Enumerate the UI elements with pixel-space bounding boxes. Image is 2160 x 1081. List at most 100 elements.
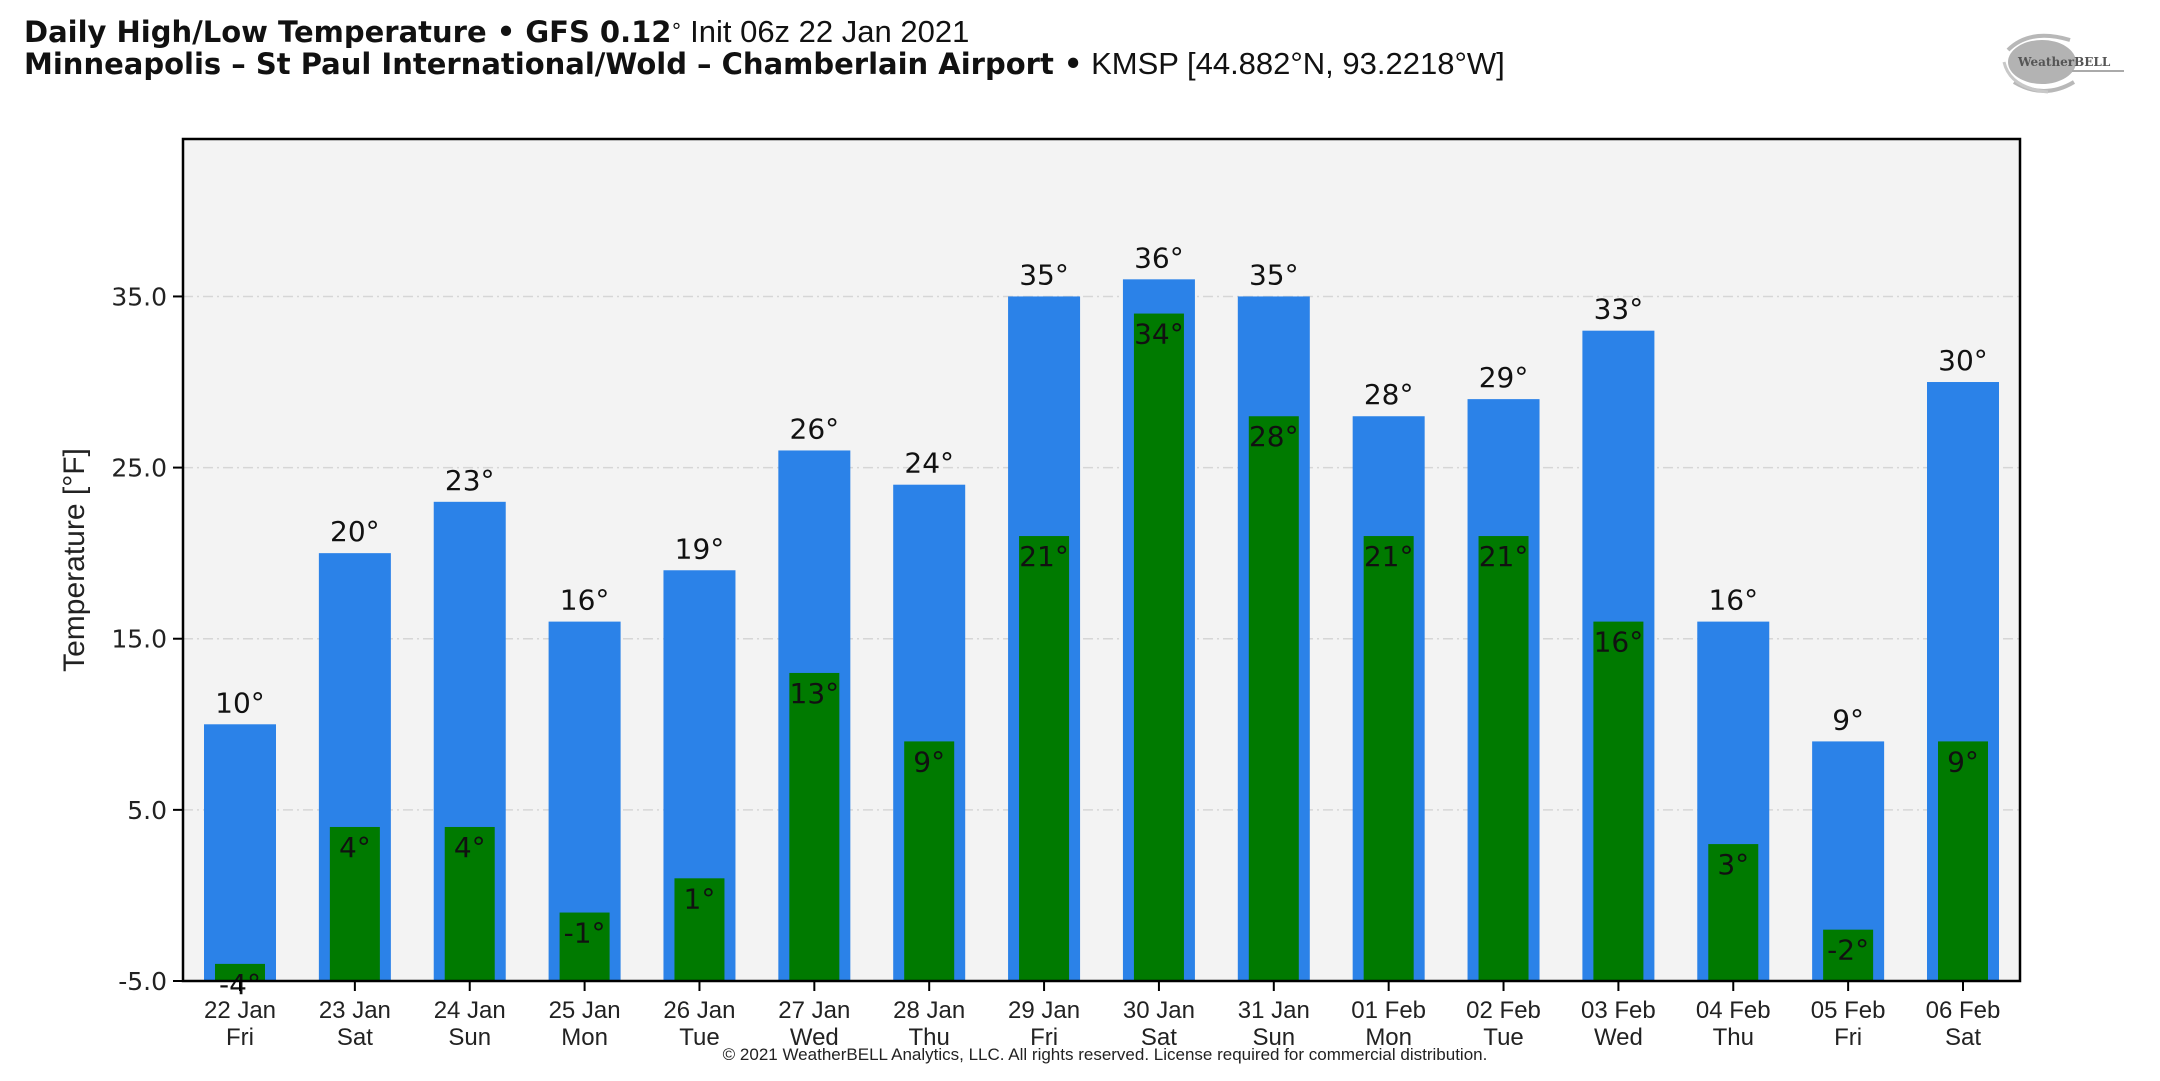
high-label: 26°	[790, 412, 840, 445]
x-tick-label-day: Sun	[1252, 1024, 1295, 1051]
x-tick-label-day: Thu	[909, 1024, 950, 1051]
low-bar	[904, 741, 955, 981]
x-tick-label-day: Fri	[226, 1024, 254, 1051]
y-axis: -5.0 5.0 15.0 25.0 35.0	[111, 282, 183, 996]
high-label: 35°	[1019, 258, 1069, 291]
x-tick-label-date: 24 Jan	[434, 997, 506, 1024]
x-tick-label-day: Fri	[1030, 1024, 1058, 1051]
high-label: 23°	[445, 464, 495, 497]
low-label: 1°	[684, 882, 716, 915]
weatherbell-swirl-logo-icon: WeatherBELL	[2002, 33, 2124, 94]
low-bar	[1708, 844, 1759, 981]
x-tick-label-date: 22 Jan	[204, 997, 276, 1024]
low-label: 34°	[1134, 318, 1184, 351]
station-name: Minneapolis – St Paul International/Wold…	[24, 47, 1083, 81]
weatherbell-logo: WeatherBELL	[2000, 28, 2130, 98]
low-bar	[559, 912, 610, 981]
x-tick-label-date: 26 Jan	[663, 997, 735, 1024]
high-label: 16°	[560, 584, 610, 617]
low-label: 9°	[913, 745, 945, 778]
x-tick-label-date: 06 Feb	[1926, 997, 2001, 1024]
title-bold: Daily High/Low Temperature • GFS 0.12	[24, 15, 672, 49]
x-tick-label-date: 04 Feb	[1696, 997, 1771, 1024]
x-tick-label-date: 02 Feb	[1466, 997, 1541, 1024]
x-tick-label-day: Sun	[448, 1024, 491, 1051]
low-bar	[215, 963, 265, 981]
copyright-notice: © 2021 WeatherBELL Analytics, LLC. All r…	[722, 1045, 1488, 1064]
low-label: 4°	[454, 831, 486, 864]
high-label: 20°	[330, 515, 380, 548]
low-bar	[1363, 536, 1414, 981]
x-tick-label-date: 03 Feb	[1581, 997, 1656, 1024]
x-tick-label-day: Tue	[1483, 1024, 1523, 1051]
x-tick-label-date: 23 Jan	[319, 997, 391, 1024]
bars	[204, 279, 1999, 982]
x-tick-label-day: Mon	[1365, 1024, 1412, 1051]
low-bar	[789, 672, 840, 981]
x-tick-label-date: 27 Jan	[778, 997, 850, 1024]
high-label: 24°	[904, 447, 954, 480]
low-label: 21°	[1479, 540, 1529, 573]
low-bar	[1248, 416, 1299, 981]
low-label: 3°	[1717, 848, 1749, 881]
chart-header: Daily High/Low Temperature • GFS 0.12° I…	[24, 16, 1505, 80]
low-label: -2°	[1827, 934, 1869, 967]
high-label: 30°	[1938, 344, 1988, 377]
high-label: 29°	[1479, 361, 1529, 394]
x-tick-label-date: 30 Jan	[1123, 997, 1195, 1024]
x-tick-label-date: 25 Jan	[549, 997, 621, 1024]
low-label: 4°	[339, 831, 371, 864]
low-label: 21°	[1019, 540, 1069, 573]
y-tick-label: -5.0	[118, 967, 167, 996]
low-label: 21°	[1364, 540, 1414, 573]
low-bar	[1593, 621, 1644, 981]
high-label: 10°	[215, 686, 265, 719]
high-label: 9°	[1832, 703, 1864, 736]
x-tick-label-day: Wed	[1594, 1024, 1643, 1051]
y-tick-label: 5.0	[127, 796, 167, 825]
low-bar	[1019, 536, 1070, 981]
x-tick-label-date: 01 Feb	[1351, 997, 1426, 1024]
x-tick-label-day: Thu	[1713, 1024, 1754, 1051]
x-tick-label-date: 05 Feb	[1811, 997, 1886, 1024]
low-bar	[1823, 929, 1874, 981]
x-tick-label-date: 31 Jan	[1238, 997, 1310, 1024]
x-tick-label-day: Wed	[790, 1024, 839, 1051]
low-label: 13°	[790, 677, 840, 710]
y-tick-label: 15.0	[111, 625, 167, 654]
x-tick-label-day: Sat	[1141, 1024, 1177, 1051]
low-bar	[674, 878, 725, 981]
low-bar	[1938, 741, 1988, 981]
x-tick-label-day: Tue	[679, 1024, 719, 1051]
plot-frame	[181, 137, 2022, 983]
low-label: -1°	[564, 917, 606, 950]
y-tick-label: 35.0	[111, 282, 167, 311]
logo-text: WeatherBELL	[2017, 55, 2111, 69]
low-label: 9°	[1947, 745, 1979, 778]
high-label: 28°	[1364, 378, 1414, 411]
low-bar	[329, 826, 380, 981]
station-line: Minneapolis – St Paul International/Wold…	[24, 48, 1505, 80]
low-label: 16°	[1594, 626, 1644, 659]
y-tick-label: 25.0	[111, 454, 167, 483]
high-bar	[204, 724, 276, 981]
high-label: 33°	[1594, 293, 1644, 326]
title-init: Init 06z 22 Jan 2021	[681, 14, 970, 49]
high-label: 35°	[1249, 258, 1299, 291]
x-tick-label-day: Sat	[1945, 1024, 1981, 1051]
y-axis-label: Temperature [°F]	[58, 448, 91, 672]
low-bar	[1133, 313, 1184, 981]
low-bar	[444, 826, 495, 981]
x-tick-label-day: Fri	[1834, 1024, 1862, 1051]
low-label: 28°	[1249, 420, 1299, 453]
x-tick-label-day: Sat	[337, 1024, 373, 1051]
high-label: 19°	[675, 532, 725, 565]
chart-title: Daily High/Low Temperature • GFS 0.12° I…	[24, 16, 1505, 48]
station-info: KMSP [44.882°N, 93.2218°W]	[1082, 46, 1505, 81]
x-tick-label-date: 29 Jan	[1008, 997, 1080, 1024]
low-bar	[1478, 536, 1529, 981]
x-tick-label-date: 28 Jan	[893, 997, 965, 1024]
x-tick-label-day: Mon	[561, 1024, 608, 1051]
